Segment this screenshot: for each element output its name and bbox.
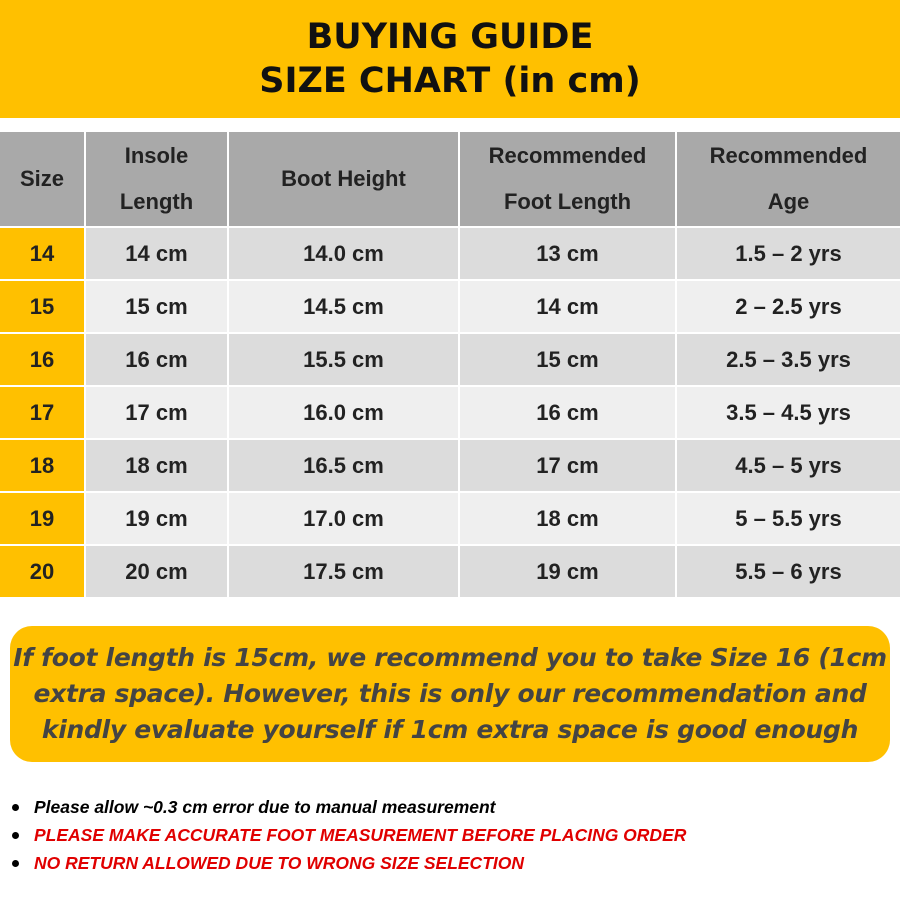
size-cell: 18 bbox=[0, 440, 84, 491]
note-text: PLEASE MAKE ACCURATE FOOT MEASUREMENT BE… bbox=[34, 825, 687, 845]
table-cell: 14.5 cm bbox=[229, 281, 458, 332]
table-cell: 16.5 cm bbox=[229, 440, 458, 491]
size-cell: 16 bbox=[0, 334, 84, 385]
table-cell: 14 cm bbox=[460, 281, 675, 332]
note-item: NO RETURN ALLOWED DUE TO WRONG SIZE SELE… bbox=[12, 849, 686, 877]
table-cell: 5.5 – 6 yrs bbox=[677, 546, 900, 597]
table-cell: 20 cm bbox=[86, 546, 227, 597]
header-text: Recommended bbox=[488, 143, 647, 168]
header-cell: Size bbox=[0, 132, 84, 226]
table-cell: 15 cm bbox=[86, 281, 227, 332]
header-cell: Recommended Foot Length bbox=[460, 132, 675, 226]
header: BUYING GUIDE SIZE CHART (in cm) bbox=[0, 0, 900, 118]
header-text: Length bbox=[119, 189, 194, 214]
header-text: Foot Length bbox=[503, 189, 632, 214]
note-text: NO RETURN ALLOWED DUE TO WRONG SIZE SELE… bbox=[34, 853, 524, 873]
table-cell: 14.0 cm bbox=[229, 228, 458, 279]
header-cell: Recommended Age bbox=[677, 132, 900, 226]
table-cell: 15 cm bbox=[460, 334, 675, 385]
table-cell: 17.5 cm bbox=[229, 546, 458, 597]
table-cell: 3.5 – 4.5 yrs bbox=[677, 387, 900, 438]
recommendation-line: extra space). However, this is only our … bbox=[33, 679, 867, 708]
notes: Please allow ~0.3 cm error due to manual… bbox=[12, 793, 686, 877]
table-cell: 17.0 cm bbox=[229, 493, 458, 544]
note-text: Please allow ~0.3 cm error due to manual… bbox=[34, 797, 496, 817]
header-cell: Insole Length bbox=[86, 132, 227, 226]
table-cell: 17 cm bbox=[460, 440, 675, 491]
header-text: Size bbox=[19, 166, 65, 191]
table-cell: 2 – 2.5 yrs bbox=[677, 281, 900, 332]
table-cell: 16 cm bbox=[460, 387, 675, 438]
note-item: Please allow ~0.3 cm error due to manual… bbox=[12, 793, 686, 821]
table-cell: 4.5 – 5 yrs bbox=[677, 440, 900, 491]
size-cell: 17 bbox=[0, 387, 84, 438]
table-cell: 2.5 – 3.5 yrs bbox=[677, 334, 900, 385]
table-cell: 14 cm bbox=[86, 228, 227, 279]
table-cell: 15.5 cm bbox=[229, 334, 458, 385]
size-cell: 14 bbox=[0, 228, 84, 279]
table-cell: 18 cm bbox=[86, 440, 227, 491]
size-cell: 19 bbox=[0, 493, 84, 544]
recommendation-line: If foot length is 15cm, we recommend you… bbox=[13, 643, 887, 672]
table-cell: 18 cm bbox=[460, 493, 675, 544]
size-cell: 15 bbox=[0, 281, 84, 332]
title-line: BUYING GUIDE bbox=[306, 17, 594, 57]
header-text: Age bbox=[767, 189, 810, 214]
table-cell: 16 cm bbox=[86, 334, 227, 385]
recommendation-box: If foot length is 15cm, we recommend you… bbox=[10, 626, 890, 762]
table-cell: 17 cm bbox=[86, 387, 227, 438]
note-item: PLEASE MAKE ACCURATE FOOT MEASUREMENT BE… bbox=[12, 821, 686, 849]
table-cell: 16.0 cm bbox=[229, 387, 458, 438]
table-cell: 13 cm bbox=[460, 228, 675, 279]
table-cell: 19 cm bbox=[460, 546, 675, 597]
header-cell: Boot Height bbox=[229, 132, 458, 226]
size-cell: 20 bbox=[0, 546, 84, 597]
header-text: Boot Height bbox=[281, 166, 406, 191]
table-cell: 1.5 – 2 yrs bbox=[677, 228, 900, 279]
table-cell: 19 cm bbox=[86, 493, 227, 544]
bullet bbox=[12, 859, 19, 867]
size-table: Size Insole Length Boot Height Recommended Fo… bbox=[0, 132, 900, 597]
recommendation-line: kindly evaluate yourself if 1cm extra sp… bbox=[41, 715, 859, 744]
table-cell: 5 – 5.5 yrs bbox=[677, 493, 900, 544]
header-text: Recommended bbox=[709, 143, 868, 168]
header-text: Insole bbox=[124, 143, 189, 168]
bullet bbox=[12, 803, 19, 811]
bullet bbox=[12, 831, 19, 839]
title-line: SIZE CHART (in cm) bbox=[259, 61, 641, 101]
